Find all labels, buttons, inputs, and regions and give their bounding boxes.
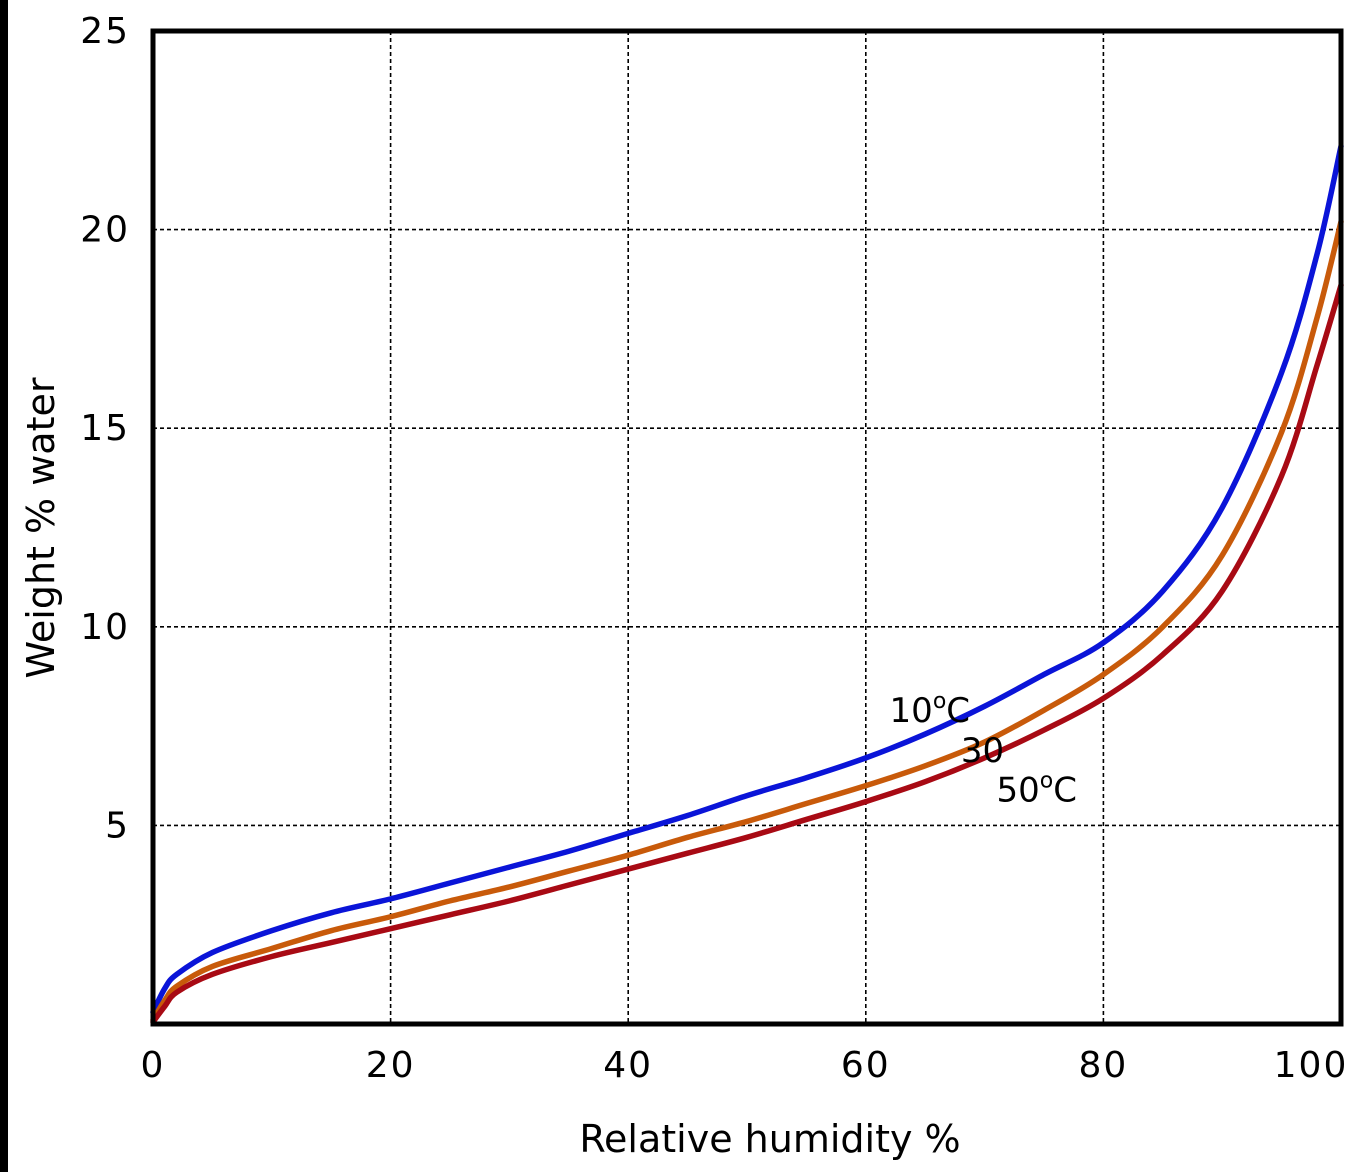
x-tick-labels: 0 20 40 60 80 100 [141, 1045, 1349, 1086]
grid [153, 31, 1341, 1024]
y-tick-label: 20 [80, 210, 130, 251]
series-line-1 [150, 143, 1344, 1015]
y-tick-label: 25 [80, 11, 130, 52]
x-tick-label: 0 [141, 1045, 166, 1086]
x-axis-label: Relative humidity % [579, 1117, 960, 1161]
y-tick-labels: 5 10 15 20 25 [80, 11, 130, 846]
x-tick-label: 20 [366, 1045, 416, 1086]
curve-annotation: 50oC [996, 769, 1076, 811]
x-tick-label: 100 [1274, 1045, 1349, 1086]
curve-annotation: 30 [961, 731, 1004, 771]
left-edge-bar [0, 0, 8, 1172]
x-tick-label: 60 [841, 1045, 891, 1086]
curve-annotation: 10oC [890, 689, 970, 731]
x-tick-label: 80 [1078, 1045, 1128, 1086]
y-axis-label: Weight % water [19, 377, 63, 678]
series-group [150, 143, 1344, 1025]
plot-frame [150, 28, 1344, 1027]
series-line-3 [150, 282, 1344, 1025]
y-tick-label: 15 [80, 408, 130, 449]
y-tick-label: 10 [80, 607, 130, 648]
x-tick-label: 40 [603, 1045, 653, 1086]
y-tick-label: 5 [105, 805, 130, 846]
series-line-2 [150, 218, 1344, 1023]
